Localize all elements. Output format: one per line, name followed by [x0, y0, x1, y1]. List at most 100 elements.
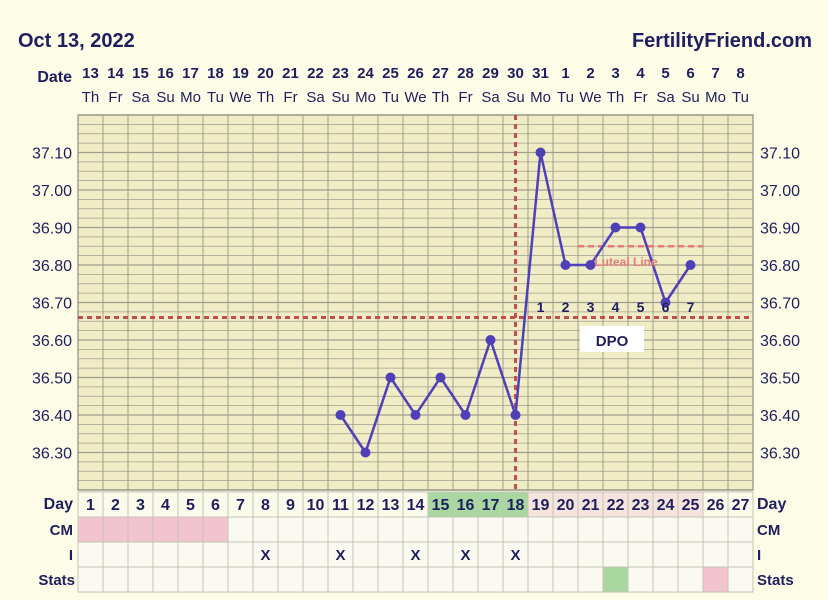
stats-cell — [377, 566, 404, 593]
day-cell — [427, 491, 454, 518]
cycle-day-label: 26 — [707, 497, 725, 514]
stats-cell — [677, 566, 704, 593]
intercourse-mark: X — [410, 547, 420, 564]
i-row-label-right: I — [757, 547, 761, 564]
cycle-day-label: 5 — [186, 497, 195, 514]
day-cell — [452, 491, 479, 518]
y-tick-right: 36.30 — [760, 446, 800, 463]
cycle-day-label: 24 — [657, 497, 675, 514]
cycle-day-label: 10 — [307, 497, 325, 514]
cycle-day-label: 11 — [332, 497, 349, 514]
i-cell — [277, 541, 304, 568]
weekday-label: Mo — [530, 89, 551, 106]
weekday-label: Mo — [705, 89, 726, 106]
date-label: 23 — [332, 65, 349, 82]
weekday-label: Su — [506, 89, 524, 106]
y-tick-left: 36.40 — [32, 408, 72, 425]
weekday-label: Sa — [306, 89, 325, 106]
dpo-number: 1 — [537, 299, 545, 315]
temperature-point — [335, 410, 346, 420]
cycle-day-label: 7 — [236, 497, 245, 514]
temperature-point — [560, 260, 571, 270]
cm-cell — [627, 516, 654, 543]
date-label: 24 — [357, 65, 374, 82]
cm-cell — [177, 516, 204, 543]
i-cell — [727, 541, 754, 568]
stats-cell — [102, 566, 129, 593]
intercourse-mark: X — [335, 547, 345, 564]
chart-date: Oct 13, 2022 — [18, 30, 135, 52]
date-label: 2 — [586, 65, 594, 82]
day-row-label-left: Day — [44, 496, 73, 513]
cm-cell — [402, 516, 429, 543]
cycle-day-label: 9 — [286, 497, 295, 514]
intercourse-mark: X — [260, 547, 270, 564]
cm-cell — [727, 516, 754, 543]
y-tick-right: 36.50 — [760, 371, 800, 388]
weekday-label: Mo — [180, 89, 201, 106]
weekday-label: Tu — [382, 89, 399, 106]
stats-cell — [127, 566, 154, 593]
stats-cell — [652, 566, 679, 593]
dpo-number: 5 — [637, 299, 645, 315]
weekday-label: We — [229, 89, 251, 106]
dpo-number: 7 — [687, 299, 695, 315]
stats-cell — [202, 566, 229, 593]
cycle-day-label: 6 — [211, 497, 220, 514]
day-cell — [702, 491, 729, 518]
weekday-label: Tu — [732, 89, 749, 106]
weekday-label: Su — [156, 89, 174, 106]
stats-cell — [627, 566, 654, 593]
day-cell — [627, 491, 654, 518]
weekday-label: We — [579, 89, 601, 106]
cm-cell — [327, 516, 354, 543]
stats-cell — [77, 566, 104, 593]
stats-cell — [277, 566, 304, 593]
day-cell — [127, 491, 154, 518]
i-cell — [352, 541, 379, 568]
date-label: 25 — [382, 65, 399, 82]
cm-cell — [227, 516, 254, 543]
weekday-label: Fr — [283, 89, 297, 106]
date-label: 21 — [282, 65, 299, 82]
weekday-label: Th — [607, 89, 625, 106]
y-tick-left: 36.90 — [32, 221, 72, 238]
cycle-day-label: 17 — [482, 497, 500, 514]
day-cell — [477, 491, 504, 518]
weekday-label: Mo — [355, 89, 376, 106]
cm-cell — [527, 516, 554, 543]
stats-cell — [327, 566, 354, 593]
cm-cell — [152, 516, 179, 543]
date-label: 26 — [407, 65, 424, 82]
stats-cell — [477, 566, 504, 593]
cycle-day-label: 12 — [357, 497, 375, 514]
stats-cell — [602, 566, 629, 593]
cycle-day-label: 18 — [507, 497, 525, 514]
cycle-day-label: 19 — [532, 497, 550, 514]
stats-cell — [302, 566, 329, 593]
intercourse-mark: X — [510, 547, 520, 564]
date-label: 1 — [561, 65, 569, 82]
stats-cell — [402, 566, 429, 593]
weekday-label: Su — [331, 89, 349, 106]
date-label: 15 — [132, 65, 149, 82]
cycle-day-label: 13 — [382, 497, 400, 514]
date-label: 18 — [207, 65, 224, 82]
i-cell — [152, 541, 179, 568]
cm-cell — [277, 516, 304, 543]
cm-cell — [352, 516, 379, 543]
weekday-label: Fr — [633, 89, 647, 106]
i-cell — [702, 541, 729, 568]
temperature-point — [510, 410, 521, 420]
i-row-label-left: I — [69, 547, 73, 564]
weekday-label: Tu — [557, 89, 574, 106]
date-label: 8 — [736, 65, 744, 82]
weekday-label: Th — [257, 89, 275, 106]
day-cell — [577, 491, 604, 518]
cycle-day-label: 2 — [111, 497, 120, 514]
date-label: 3 — [611, 65, 619, 82]
cm-cell — [477, 516, 504, 543]
i-cell — [652, 541, 679, 568]
i-cell — [177, 541, 204, 568]
i-cell — [552, 541, 579, 568]
